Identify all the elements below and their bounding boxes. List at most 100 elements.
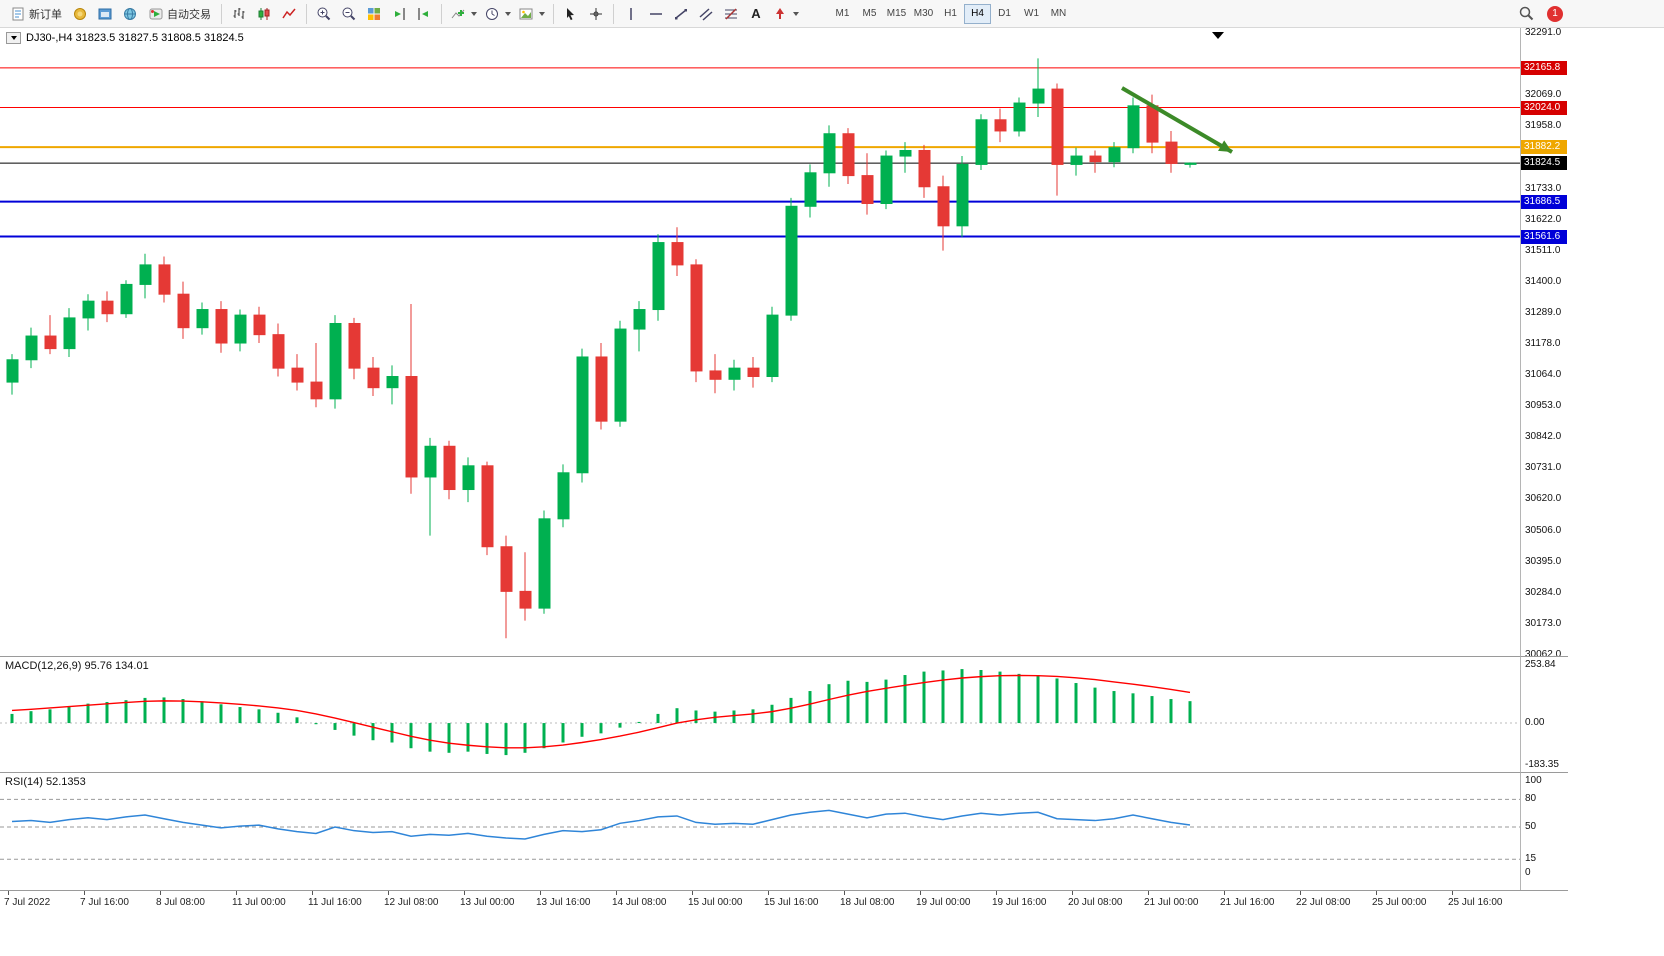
new-order-button[interactable]: 新订单 xyxy=(5,3,67,25)
cursor-tool-button[interactable] xyxy=(559,3,583,25)
candle-body xyxy=(1165,141,1178,164)
tf-h1-button[interactable]: H1 xyxy=(944,8,957,19)
vertical-line-tool-button[interactable] xyxy=(619,3,643,25)
macd-canvas[interactable] xyxy=(0,657,1568,772)
candle-body xyxy=(937,186,950,227)
candle-body xyxy=(158,264,171,295)
search-icon[interactable] xyxy=(1518,5,1535,22)
templates-button[interactable] xyxy=(515,3,548,25)
notification-badge[interactable]: 1 xyxy=(1547,5,1563,22)
clock-icon xyxy=(486,7,498,20)
horizontal-line-tool-button[interactable] xyxy=(644,3,668,25)
bar-chart-icon xyxy=(233,7,245,19)
time-label: 20 Jul 08:00 xyxy=(1068,897,1123,908)
rsi-axis-tick: 15 xyxy=(1525,853,1537,865)
price-tick: 31400.0 xyxy=(1525,275,1562,287)
candle-body xyxy=(196,309,209,329)
autotrading-button[interactable]: 自动交易 xyxy=(143,3,216,25)
tf-h4-button[interactable]: H4 xyxy=(964,3,991,24)
symbol-dropdown-button[interactable] xyxy=(6,32,21,44)
zoom-out-icon xyxy=(342,7,356,20)
candle-body xyxy=(804,172,817,207)
metaeditor-button[interactable] xyxy=(68,3,92,25)
price-pane[interactable]: DJ30-,H4 31823.5 31827.5 31808.5 31824.5 xyxy=(0,28,1568,656)
text-tool-label: A xyxy=(751,6,761,21)
price-line-label: 31882.2 xyxy=(1521,140,1567,155)
indicators-button[interactable] xyxy=(447,3,480,25)
rsi-canvas[interactable] xyxy=(0,773,1568,890)
toolbar-separator xyxy=(441,3,442,24)
candle-body xyxy=(633,309,646,330)
candle-body xyxy=(538,518,551,609)
bar-chart-button[interactable] xyxy=(227,3,251,25)
crosshair-icon xyxy=(590,7,602,20)
price-line-label: 32165.8 xyxy=(1521,60,1567,75)
price-tick: 31511.0 xyxy=(1525,244,1561,256)
tf-m1-button[interactable]: M1 xyxy=(835,8,850,19)
channel-tool-button[interactable] xyxy=(694,3,718,25)
rsi-pane[interactable]: RSI(14) 52.1353 xyxy=(0,772,1568,890)
tf-m30-button[interactable]: M30 xyxy=(913,8,934,19)
tf-d1-button[interactable]: D1 xyxy=(998,8,1011,19)
macd-axis[interactable]: 253.84 0.00 -183.35 xyxy=(1520,656,1568,772)
candle-body xyxy=(956,163,969,227)
community-button[interactable] xyxy=(118,3,142,25)
tile-windows-button[interactable] xyxy=(362,3,386,25)
price-tick: 30620.0 xyxy=(1525,493,1562,505)
price-tick: 32291.0 xyxy=(1525,27,1562,38)
periods-button[interactable] xyxy=(481,3,514,25)
candle-body xyxy=(747,367,760,378)
candle-body xyxy=(880,155,893,204)
candle-body xyxy=(272,334,285,369)
tf-m5-button[interactable]: M5 xyxy=(862,8,877,19)
candle-body xyxy=(785,205,798,316)
macd-pane[interactable]: MACD(12,26,9) 95.76 134.01 xyxy=(0,656,1568,772)
time-axis[interactable]: 7 Jul 2022 7 Jul 16:00 8 Jul 08:00 11 Jul 0… xyxy=(0,890,1568,912)
time-label: 14 Jul 08:00 xyxy=(612,897,667,908)
price-tick: 31958.0 xyxy=(1525,119,1562,131)
price-chart-canvas[interactable] xyxy=(0,28,1568,656)
price-tick: 30731.0 xyxy=(1525,462,1562,474)
text-tool-button[interactable]: A xyxy=(744,3,768,25)
tf-m15-button[interactable]: M15 xyxy=(886,8,907,19)
trendline-tool-button[interactable] xyxy=(669,3,693,25)
time-label: 19 Jul 16:00 xyxy=(992,897,1047,908)
candle-body xyxy=(595,356,608,422)
time-tick xyxy=(540,891,541,895)
tf-mn-button[interactable]: MN xyxy=(1050,8,1067,19)
chevron-down-icon xyxy=(471,11,477,16)
candlestick-chart-button[interactable] xyxy=(252,3,276,25)
candle-body xyxy=(424,445,437,478)
candle-body xyxy=(842,133,855,177)
timeframe-group: M1 M5 M15 M30 H1 H4 D1 W1 MN xyxy=(829,3,1072,24)
rsi-axis-tick: 50 xyxy=(1525,821,1537,832)
chart-shift-marker[interactable] xyxy=(1212,32,1224,39)
time-tick xyxy=(1376,891,1377,895)
zoom-in-button[interactable] xyxy=(312,3,336,25)
time-tick xyxy=(388,891,389,895)
tf-w1-button[interactable]: W1 xyxy=(1024,8,1039,19)
auto-scroll-button[interactable] xyxy=(387,3,411,25)
trend-arrow-head xyxy=(1218,140,1232,152)
rsi-axis[interactable]: 100 80 50 15 0 xyxy=(1520,772,1568,890)
profiles-button[interactable] xyxy=(93,3,117,25)
candle-body xyxy=(329,322,342,400)
crosshair-tool-button[interactable] xyxy=(584,3,608,25)
price-tick: 30953.0 xyxy=(1525,400,1562,412)
price-line-label: 32024.0 xyxy=(1521,100,1567,115)
candle-body xyxy=(120,283,133,315)
candlestick-chart-icon xyxy=(258,7,270,20)
toolbar-right-group: 1 xyxy=(1518,5,1563,22)
trend-arrow[interactable] xyxy=(1120,86,1234,154)
candle-body xyxy=(443,445,456,491)
tile-windows-icon xyxy=(368,7,380,20)
chart-shift-button[interactable] xyxy=(412,3,436,25)
fibonacci-tool-button[interactable] xyxy=(719,3,743,25)
zoom-out-button[interactable] xyxy=(337,3,361,25)
rsi-line xyxy=(11,809,1191,840)
arrows-tool-button[interactable] xyxy=(769,3,802,25)
price-axis[interactable]: 32291.0 32069.0 31958.0 31733.0 31622.0 31511… xyxy=(1520,27,1568,660)
autotrading-icon xyxy=(149,8,163,19)
candle-body xyxy=(1032,88,1045,104)
line-chart-button[interactable] xyxy=(277,3,301,25)
